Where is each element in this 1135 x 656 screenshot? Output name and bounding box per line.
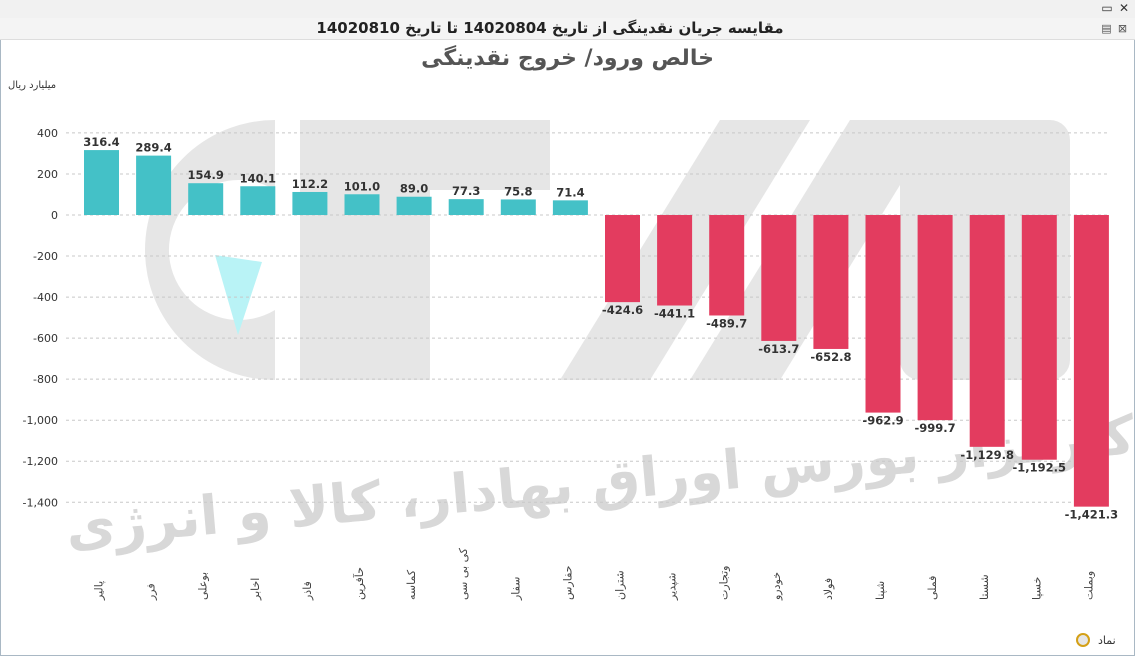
x-tick-label: خسپا [1030, 577, 1043, 600]
x-tick-label: فولاد [822, 578, 835, 600]
chart-title: خالص ورود/ خروج نقدینگی [421, 46, 714, 71]
bar [1021, 215, 1057, 460]
data-label: 89.0 [400, 182, 428, 196]
bar [84, 150, 119, 215]
maximize-icon[interactable]: ▭ [1101, 1, 1113, 15]
x-tick-label: کماسه [405, 569, 418, 600]
data-label: 71.4 [556, 185, 584, 199]
bar [709, 215, 745, 316]
bar [813, 215, 849, 349]
bar [552, 200, 588, 215]
y-tick-label: 0 [51, 209, 58, 222]
bar [657, 215, 693, 306]
bar [761, 215, 797, 341]
x-tick-label: بوعلی [197, 572, 210, 600]
x-tick-label: حآفرین [352, 567, 366, 600]
y-axis-label: میلیارد ریال [8, 80, 57, 91]
data-label: -1,421.3 [1065, 508, 1119, 522]
y-tick-label: -400 [33, 291, 58, 304]
x-tick-label: وتجارت [718, 566, 731, 601]
bar [136, 155, 172, 215]
y-axis: 400 200 0 -200 -400 -600 -800 -1,000 -1,200 -1,40… [23, 127, 58, 509]
bar [917, 215, 953, 421]
data-label: 154.9 [188, 168, 224, 182]
x-tick-label: کی بی سی [457, 547, 470, 600]
x-tick-label: فرر [145, 583, 158, 601]
bar [240, 186, 276, 215]
x-tick-label: اخابر [249, 578, 262, 601]
data-label: -1,129.8 [960, 448, 1014, 462]
x-tick-label: سفار [509, 577, 522, 601]
bar [605, 215, 640, 303]
bar [969, 215, 1005, 447]
y-tick-label: -800 [33, 373, 58, 386]
x-tick-label: وبملت [1082, 571, 1095, 600]
data-label: -441.1 [654, 307, 695, 321]
y-tick-label: -1,400 [23, 496, 58, 509]
bar [1073, 215, 1109, 507]
x-tick-label: شپدیر [666, 573, 679, 601]
y-tick-label: -200 [33, 250, 58, 263]
subtitle-bar [0, 18, 1135, 40]
y-tick-label: -1,200 [23, 455, 58, 468]
data-label: 316.4 [83, 135, 119, 149]
chart-subtitle: مقایسه جریان نقدینگی از تاریخ 14020804 ت… [316, 19, 784, 37]
data-label: -489.7 [706, 316, 747, 330]
data-label: -613.7 [758, 342, 799, 356]
bar [188, 183, 224, 215]
y-tick-label: 200 [37, 168, 58, 181]
x-tick-label: خودرو [770, 572, 783, 601]
y-tick-label: -1,000 [23, 414, 58, 427]
x-tick-label: حفارس [561, 566, 574, 600]
bar [344, 194, 380, 215]
x-tick-label: شتران [614, 570, 627, 600]
data-label: 140.1 [240, 171, 276, 185]
data-label: -652.8 [810, 350, 851, 364]
data-label: 289.4 [135, 141, 171, 155]
bar [865, 215, 901, 413]
legend-series-icon [1076, 633, 1090, 647]
data-label: 101.0 [344, 179, 380, 193]
excel-export-icon[interactable]: ⊠ [1117, 22, 1128, 35]
data-label: 77.3 [452, 184, 480, 198]
x-axis: پالیر فرر بوعلی اخابر فاذر حآفرین کماسه کی بی س… [93, 547, 1096, 601]
data-label: -962.9 [862, 414, 903, 428]
data-label: 75.8 [504, 184, 532, 198]
watermark-stroke-1 [300, 120, 430, 380]
watermark-stroke-2 [430, 120, 550, 190]
bar-series [84, 150, 1109, 507]
data-label: 112.2 [292, 177, 328, 191]
data-label: -999.7 [915, 421, 956, 435]
bar [396, 196, 432, 215]
y-tick-label: 400 [37, 127, 58, 140]
legend-label: نماد [1098, 634, 1116, 647]
close-icon[interactable]: ✕ [1118, 1, 1130, 15]
x-tick-label: پالیر [93, 581, 106, 601]
data-label: -1,192.5 [1013, 461, 1067, 475]
watermark-accent [215, 255, 262, 335]
value-labels: 316.4 289.4 154.9 140.1 112.2 101.0 89.0 77.3 75… [83, 135, 1118, 522]
x-tick-label: شپنا [874, 581, 887, 600]
bar [500, 199, 536, 215]
bar [292, 191, 328, 215]
x-tick-label: فملی [926, 576, 939, 600]
x-tick-label: فاذر [301, 581, 314, 601]
bar [448, 199, 484, 215]
data-label: -424.6 [602, 303, 643, 317]
watermark-ring [145, 120, 275, 380]
x-tick-label: شستا [978, 574, 991, 600]
y-tick-label: -600 [33, 332, 58, 345]
printer-icon[interactable]: ▤ [1101, 22, 1112, 35]
